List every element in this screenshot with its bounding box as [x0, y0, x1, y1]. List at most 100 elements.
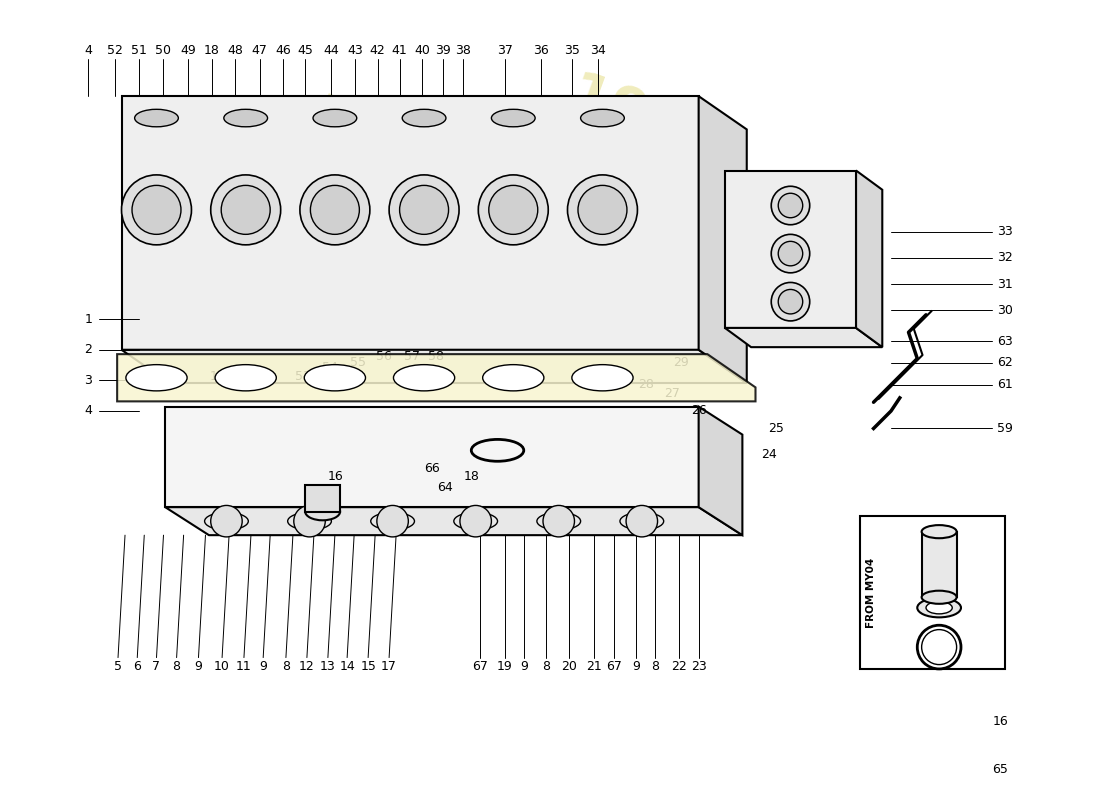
Text: 20: 20 [561, 660, 578, 673]
Text: 19: 19 [497, 660, 513, 673]
Text: 67: 67 [472, 660, 488, 673]
Ellipse shape [403, 110, 446, 126]
Circle shape [578, 186, 627, 234]
Text: dessins: dessins [287, 86, 515, 211]
Text: 67: 67 [606, 660, 621, 673]
Ellipse shape [305, 365, 365, 391]
Circle shape [132, 186, 182, 234]
Ellipse shape [492, 110, 535, 126]
Ellipse shape [288, 513, 331, 530]
Circle shape [778, 242, 803, 266]
Text: 1985: 1985 [560, 68, 733, 177]
Text: 61: 61 [997, 378, 1013, 391]
Text: 51: 51 [131, 44, 147, 58]
Text: 1: 1 [85, 313, 92, 326]
Circle shape [377, 506, 408, 537]
Bar [305, 486, 340, 511]
Ellipse shape [483, 365, 543, 391]
Text: 21: 21 [586, 660, 602, 673]
Text: 7: 7 [153, 660, 161, 673]
Polygon shape [165, 507, 742, 535]
Text: 40: 40 [415, 44, 430, 58]
Ellipse shape [572, 365, 634, 391]
Text: 33: 33 [997, 226, 1013, 238]
Text: 43: 43 [348, 44, 363, 58]
Text: 11: 11 [236, 660, 252, 673]
Text: 55: 55 [350, 356, 365, 370]
Circle shape [568, 175, 637, 245]
Ellipse shape [917, 598, 961, 618]
Text: 2: 2 [85, 343, 92, 356]
Text: 1: 1 [209, 370, 218, 382]
Text: 9: 9 [260, 660, 267, 673]
Circle shape [771, 234, 810, 273]
Circle shape [771, 186, 810, 225]
Polygon shape [121, 96, 698, 350]
Ellipse shape [205, 513, 249, 530]
Text: 35: 35 [564, 44, 580, 58]
Text: 36: 36 [534, 44, 549, 58]
Text: 39: 39 [436, 44, 451, 58]
Text: 38: 38 [454, 44, 471, 58]
Ellipse shape [454, 513, 497, 530]
Text: 28: 28 [638, 378, 654, 391]
Circle shape [778, 290, 803, 314]
Polygon shape [698, 96, 747, 383]
Text: e: e [195, 126, 258, 223]
Circle shape [310, 186, 360, 234]
Text: 16: 16 [328, 470, 343, 483]
Circle shape [294, 506, 326, 537]
Polygon shape [121, 350, 747, 383]
Circle shape [626, 506, 658, 537]
Text: 30: 30 [997, 304, 1013, 317]
Ellipse shape [926, 602, 953, 614]
Text: 41: 41 [392, 44, 407, 58]
Text: 18: 18 [463, 470, 480, 483]
Circle shape [478, 175, 548, 245]
Text: 50: 50 [155, 44, 172, 58]
Polygon shape [725, 170, 856, 328]
Polygon shape [856, 170, 882, 347]
Ellipse shape [305, 503, 340, 520]
Text: 34: 34 [591, 44, 606, 58]
Ellipse shape [216, 365, 276, 391]
Text: 8: 8 [651, 660, 659, 673]
Text: 12: 12 [299, 660, 315, 673]
Polygon shape [117, 354, 756, 402]
Circle shape [778, 194, 803, 218]
Text: 8: 8 [541, 660, 550, 673]
Text: 6: 6 [133, 660, 141, 673]
Text: 44: 44 [323, 44, 339, 58]
Text: 54: 54 [321, 361, 338, 374]
Ellipse shape [223, 110, 267, 126]
Ellipse shape [394, 365, 454, 391]
Text: 18: 18 [204, 44, 220, 58]
Text: 66: 66 [425, 462, 440, 475]
Text: 47: 47 [252, 44, 267, 58]
Circle shape [221, 186, 271, 234]
Circle shape [211, 506, 242, 537]
Circle shape [543, 506, 574, 537]
Text: 9: 9 [520, 660, 528, 673]
Text: parts: parts [447, 86, 619, 194]
Text: 4: 4 [85, 405, 92, 418]
Text: 49: 49 [180, 44, 196, 58]
Text: 53: 53 [296, 370, 311, 382]
Text: 16: 16 [992, 715, 1009, 728]
Circle shape [300, 175, 370, 245]
Text: 62: 62 [997, 356, 1013, 370]
Text: 52: 52 [107, 44, 122, 58]
Text: 5: 5 [114, 660, 122, 673]
Text: 65: 65 [992, 763, 1009, 776]
Text: 45: 45 [297, 44, 313, 58]
Bar [922, 532, 957, 598]
Circle shape [460, 506, 492, 537]
Ellipse shape [581, 110, 625, 126]
Text: 26: 26 [691, 405, 706, 418]
Text: 10: 10 [214, 660, 230, 673]
Polygon shape [698, 406, 742, 535]
Ellipse shape [537, 513, 581, 530]
Text: 13: 13 [320, 660, 336, 673]
Text: 48: 48 [228, 44, 243, 58]
Text: 46: 46 [275, 44, 292, 58]
